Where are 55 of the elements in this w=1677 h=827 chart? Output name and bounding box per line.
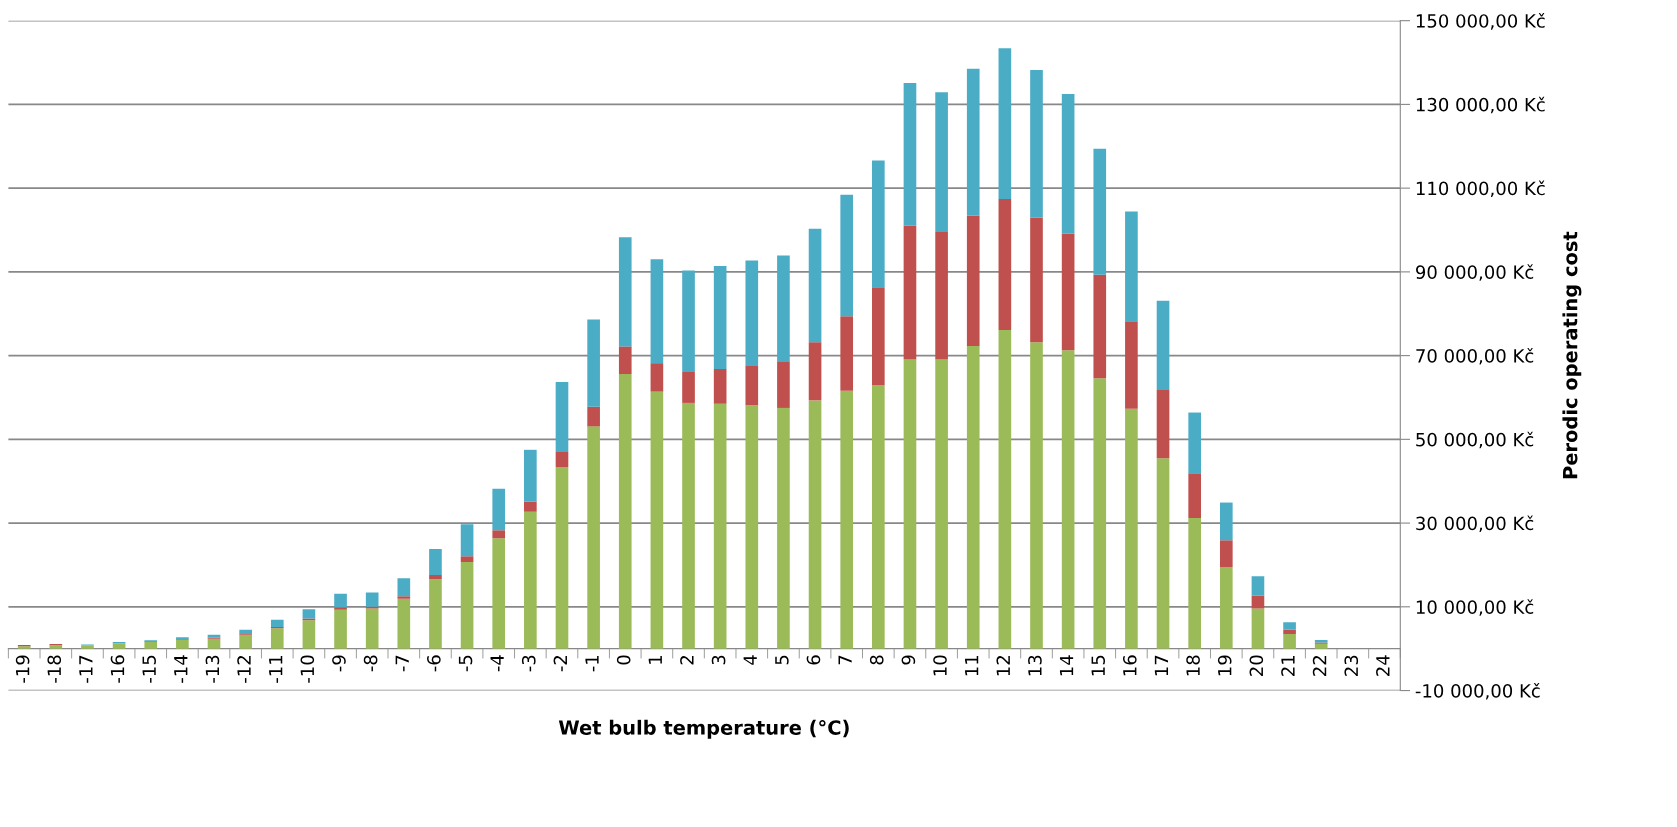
x-tick-label: -8 — [363, 655, 378, 672]
x-tick-label: 22 — [1312, 656, 1327, 676]
y-tick-label: 130 000,00 Kč — [1416, 96, 1545, 114]
x-tick-label: -4 — [490, 655, 504, 672]
x-tick-label: 0 — [616, 655, 631, 665]
x-axis-title: Wet bulb temperature (°C) — [558, 719, 849, 739]
y-tick-label: 50 000,00 Kč — [1416, 431, 1534, 449]
x-tick-label: -10 — [300, 655, 315, 683]
x-tick-label: -12 — [237, 656, 251, 683]
x-tick-label: -17 — [79, 655, 93, 683]
x-tick-label: -16 — [110, 655, 125, 683]
x-tick-label: 2 — [680, 656, 694, 665]
x-tick-label: 23 — [1344, 655, 1359, 676]
x-tick-label: 3 — [711, 655, 726, 665]
x-tick-label: -13 — [205, 655, 220, 683]
x-tick-label: 13 — [1028, 655, 1042, 676]
x-tick-label: 10 — [933, 655, 947, 676]
x-tick-label: 14 — [1059, 655, 1074, 676]
x-tick-label: 11 — [965, 655, 979, 676]
x-tick-label: -6 — [427, 655, 441, 672]
x-tick-label: -7 — [395, 655, 409, 672]
x-tick-label: -2 — [553, 656, 567, 672]
x-tick-label: 12 — [996, 656, 1010, 676]
x-tick-label: 4 — [743, 655, 757, 665]
x-tick-label: 17 — [1154, 655, 1169, 676]
y-axis-title: Perodic operating cost — [1562, 231, 1582, 479]
x-tick-label: -3 — [521, 655, 536, 672]
x-tick-label: 18 — [1186, 655, 1200, 676]
y-tick-label: 70 000,00 Kč — [1416, 348, 1534, 365]
x-tick-label: 21 — [1281, 655, 1295, 676]
y-tick-label: 90 000,00 Kč — [1416, 264, 1534, 281]
y-tick-label: -10 000,00 Kč — [1415, 682, 1540, 700]
x-tick-label: -9 — [332, 655, 346, 672]
y-tick-label: 110 000,00 Kč — [1416, 180, 1545, 198]
x-tick-label: 5 — [775, 655, 789, 665]
y-tick-label: 150 000,00 Kč — [1416, 13, 1545, 30]
x-tick-label: -5 — [458, 655, 473, 672]
x-tick-label: 8 — [869, 655, 884, 665]
y-tick-label: 10 000,00 Kč — [1416, 599, 1534, 616]
x-tick-label: 24 — [1376, 655, 1390, 676]
x-tick-label: 6 — [806, 655, 821, 665]
x-tick-label: 1 — [648, 655, 662, 664]
x-tick-label: -18 — [47, 655, 62, 683]
x-tick-label: 15 — [1091, 655, 1106, 676]
x-tick-label: 20 — [1249, 655, 1264, 676]
x-tick-label: 7 — [838, 655, 852, 665]
y-tick-label: 30 000,00 Kč — [1416, 515, 1534, 533]
x-tick-label: -15 — [142, 655, 156, 683]
x-tick-label: -1 — [585, 655, 599, 672]
x-tick-label: 19 — [1217, 655, 1232, 676]
x-tick-label: -19 — [15, 655, 30, 683]
x-tick-label: 16 — [1122, 655, 1137, 676]
x-tick-label: -14 — [174, 655, 188, 683]
x-tick-label: 9 — [901, 655, 916, 665]
x-tick-label: -11 — [269, 655, 283, 683]
